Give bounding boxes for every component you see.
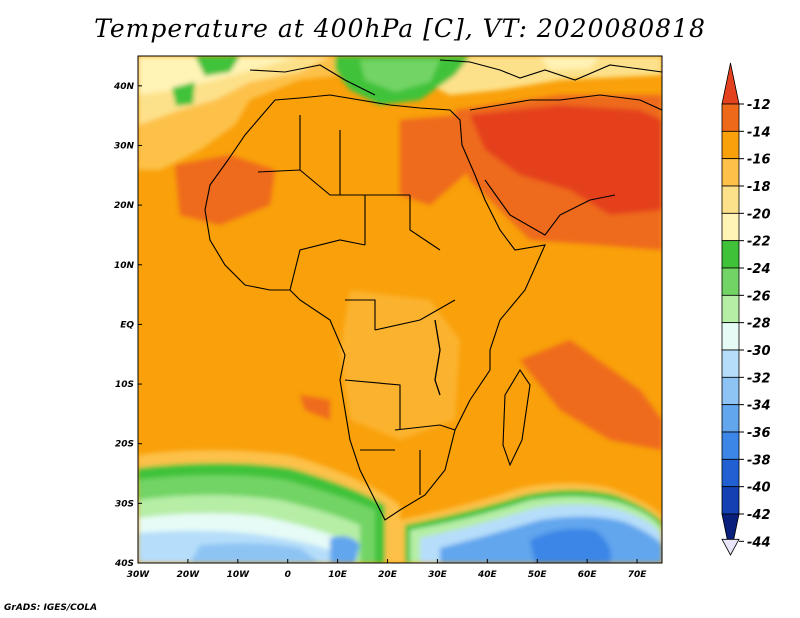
- colorbar-swatch: [721, 130, 740, 160]
- colorbar-swatch: [721, 103, 740, 132]
- colorbar-swatch: [721, 376, 740, 406]
- colorbar-swatch: [721, 486, 740, 515]
- credit-text: GrADS: IGES/COLA: [4, 603, 98, 613]
- temperature-field: [138, 56, 662, 563]
- colorbar-swatch: [721, 513, 740, 556]
- colorbar-label: -28: [747, 317, 771, 332]
- colorbar-label: -44: [747, 535, 771, 550]
- colorbar-swatch: [721, 267, 740, 296]
- lon-tick-label: 50E: [528, 570, 548, 580]
- colorbar-label: -12: [747, 98, 771, 113]
- colorbar-label: -34: [747, 399, 771, 414]
- lon-tick-label: 20E: [378, 570, 398, 580]
- coastlines: [204, 59, 662, 521]
- colorbar-label: -16: [747, 153, 771, 168]
- map-frame: [137, 55, 663, 564]
- colorbar-swatch: [721, 349, 740, 378]
- colorbar-label: -36: [747, 426, 771, 441]
- lat-tick-label: 20S: [115, 440, 134, 450]
- lon-tick-label: 70E: [628, 570, 648, 580]
- colorbar-swatch: [721, 240, 740, 269]
- temperature-map: 30W 20W 10W 0 10E 20E 30E 40E 50E 60E 70E 40N 30N 20N…: [113, 55, 771, 580]
- colorbar-label: -22: [747, 235, 771, 250]
- colorbar-swatch: [721, 212, 740, 242]
- colorbar-label: -32: [747, 371, 771, 386]
- colorbar-label: -40: [747, 481, 771, 496]
- colorbar-end-swatch: [721, 538, 740, 556]
- lon-tick-label: 60E: [578, 570, 598, 580]
- lat-tick-label: 40S: [114, 559, 134, 569]
- colorbar-swatch: [721, 294, 740, 324]
- colorbar-swatch: [721, 404, 740, 433]
- lat-tick-label: 10N: [114, 261, 135, 271]
- colorbar-label: -20: [747, 207, 771, 222]
- colorbar-swatch: [721, 185, 740, 214]
- colorbar-label: -42: [747, 508, 771, 523]
- colorbar-swatch: [721, 158, 740, 187]
- colorbar-label: -14: [747, 125, 771, 140]
- colorbar-label: -18: [747, 180, 771, 195]
- colorbar-swatch: [721, 322, 740, 351]
- colorbar: -12 -14 -16 -18 -20 -22 -24 -26 -28 -30 -32 -34 -36 -…: [721, 62, 771, 556]
- lon-tick-label: 40E: [477, 570, 498, 580]
- axis-ticks: 30W 20W 10W 0 10E 20E 30E 40E 50E 60E 70E 40N 30N 20N…: [113, 82, 647, 580]
- lat-tick-label: 20N: [114, 201, 135, 211]
- lat-tick-label: EQ: [120, 320, 134, 330]
- lon-tick-label: 30W: [127, 570, 151, 580]
- lat-tick-label: 30N: [114, 141, 135, 151]
- colorbar-label: -38: [747, 453, 771, 468]
- lat-tick-label: 30S: [115, 499, 134, 509]
- lon-tick-label: 10W: [227, 570, 251, 580]
- lon-tick-label: 10E: [328, 570, 348, 580]
- lat-tick-label: 40N: [113, 82, 135, 92]
- colorbar-swatch: [721, 431, 740, 460]
- colorbar-swatch: [721, 458, 740, 488]
- colorbar-swatch: [721, 62, 740, 105]
- colorbar-label: -26: [747, 289, 771, 304]
- lat-tick-label: 10S: [115, 380, 134, 390]
- colorbar-label: -30: [747, 344, 771, 359]
- madagascar-coast: [502, 368, 531, 467]
- lon-tick-label: 20W: [177, 570, 201, 580]
- lon-tick-label: 30E: [428, 570, 448, 580]
- map-title: Temperature at 400hPa [C], VT: 202008081…: [94, 14, 706, 43]
- lon-tick-label: 0: [285, 570, 291, 580]
- colorbar-label: -24: [747, 262, 771, 277]
